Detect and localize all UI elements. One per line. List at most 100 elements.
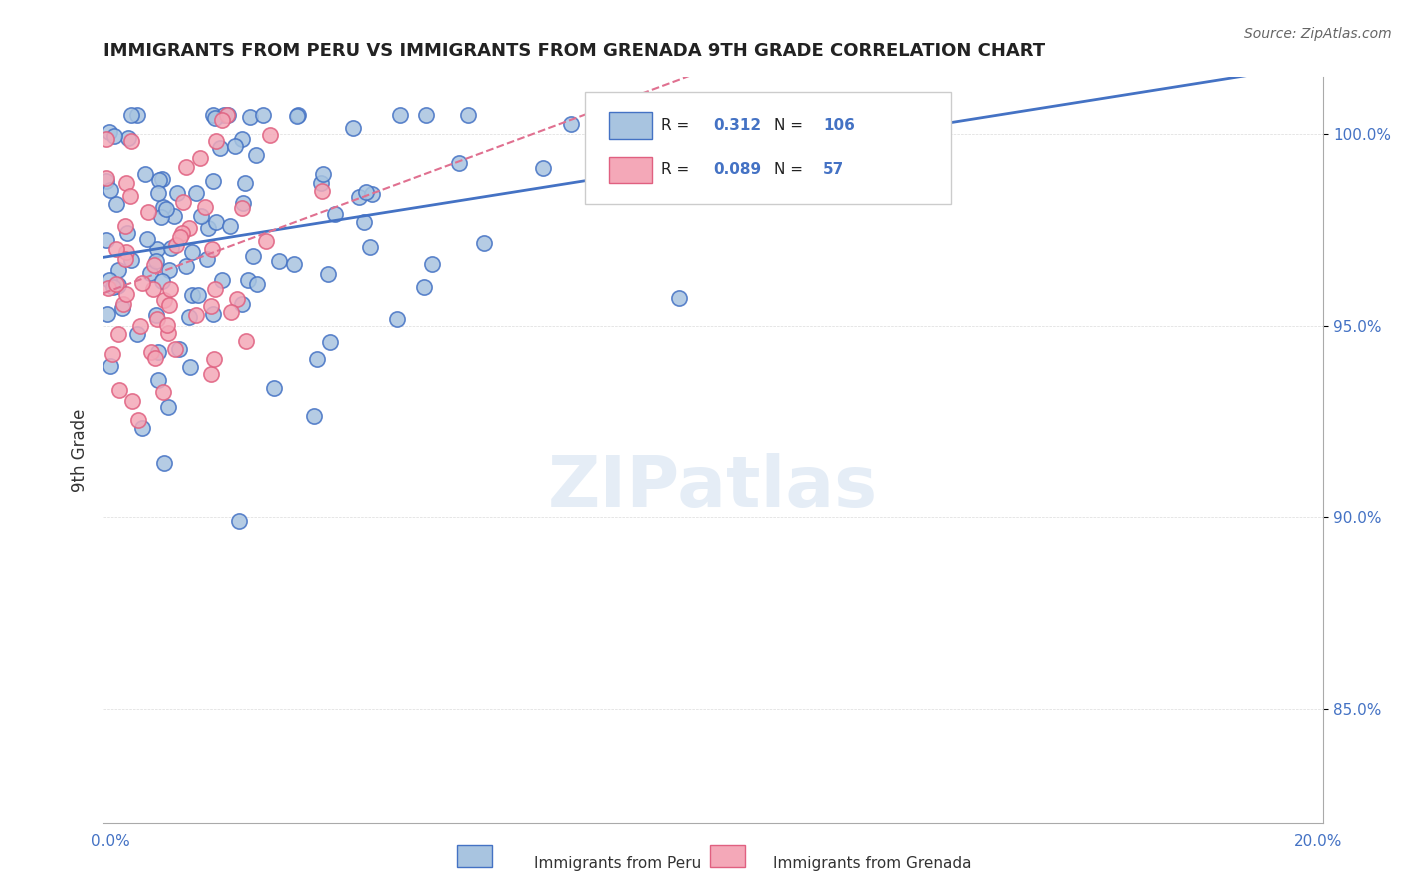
- Immigrants from Grenada: [311, 184, 333, 198]
- Immigrants from Grenada: [120, 188, 142, 202]
- Immigrants from Grenada: [114, 287, 136, 301]
- Immigrants from Peru: [388, 108, 411, 122]
- Immigrants from Peru: [153, 456, 176, 470]
- Immigrants from Peru: [668, 291, 690, 305]
- Immigrants from Peru: [472, 235, 495, 250]
- Immigrants from Peru: [354, 186, 377, 200]
- Immigrants from Peru: [145, 242, 167, 256]
- Immigrants from Grenada: [138, 204, 160, 219]
- Immigrants from Peru: [197, 220, 219, 235]
- Text: 20.0%: 20.0%: [1295, 834, 1343, 849]
- Immigrants from Grenada: [184, 308, 207, 322]
- FancyBboxPatch shape: [609, 112, 652, 138]
- FancyBboxPatch shape: [609, 157, 652, 184]
- Immigrants from Peru: [107, 262, 129, 277]
- Immigrants from Peru: [150, 274, 173, 288]
- Immigrants from Grenada: [201, 242, 224, 256]
- Immigrants from Peru: [152, 200, 174, 214]
- Immigrants from Grenada: [114, 219, 136, 233]
- Immigrants from Grenada: [115, 245, 138, 260]
- Text: Immigrants from Grenada: Immigrants from Grenada: [773, 856, 972, 871]
- Immigrants from Peru: [177, 310, 200, 324]
- Immigrants from Peru: [181, 288, 204, 302]
- Text: 0.312: 0.312: [713, 118, 761, 133]
- Immigrants from Peru: [146, 345, 169, 359]
- Immigrants from Peru: [157, 263, 180, 277]
- Text: R =: R =: [661, 162, 695, 178]
- Immigrants from Grenada: [169, 230, 191, 244]
- Immigrants from Peru: [150, 172, 173, 186]
- Immigrants from Peru: [217, 108, 239, 122]
- Immigrants from Peru: [232, 195, 254, 210]
- Immigrants from Peru: [762, 108, 785, 122]
- Immigrants from Peru: [224, 139, 246, 153]
- Immigrants from Grenada: [188, 152, 211, 166]
- Immigrants from Peru: [385, 312, 408, 326]
- Immigrants from Peru: [120, 108, 142, 122]
- Immigrants from Peru: [560, 117, 582, 131]
- Immigrants from Peru: [415, 108, 437, 122]
- Immigrants from Peru: [285, 109, 308, 123]
- Immigrants from Grenada: [121, 393, 143, 408]
- Immigrants from Grenada: [152, 293, 174, 308]
- Immigrants from Grenada: [157, 326, 180, 340]
- Immigrants from Peru: [212, 108, 235, 122]
- Immigrants from Grenada: [145, 351, 167, 366]
- Text: Source: ZipAtlas.com: Source: ZipAtlas.com: [1244, 27, 1392, 41]
- Immigrants from Peru: [242, 249, 264, 263]
- Immigrants from Peru: [312, 167, 335, 181]
- Immigrants from Grenada: [202, 351, 225, 366]
- Immigrants from Peru: [117, 131, 139, 145]
- Immigrants from Peru: [145, 254, 167, 268]
- Immigrants from Grenada: [120, 134, 142, 148]
- Immigrants from Peru: [107, 277, 129, 292]
- Immigrants from Peru: [231, 132, 253, 146]
- Text: ZIPatlas: ZIPatlas: [548, 453, 879, 522]
- Immigrants from Peru: [104, 196, 127, 211]
- Immigrants from Peru: [269, 253, 291, 268]
- Immigrants from Peru: [219, 219, 242, 233]
- Immigrants from Peru: [115, 226, 138, 240]
- Immigrants from Peru: [287, 108, 309, 122]
- Immigrants from Peru: [239, 110, 262, 124]
- Immigrants from Peru: [236, 273, 259, 287]
- Text: IMMIGRANTS FROM PERU VS IMMIGRANTS FROM GRENADA 9TH GRADE CORRELATION CHART: IMMIGRANTS FROM PERU VS IMMIGRANTS FROM …: [103, 42, 1045, 60]
- Immigrants from Grenada: [170, 226, 193, 240]
- Immigrants from Peru: [146, 373, 169, 387]
- Immigrants from Grenada: [204, 282, 226, 296]
- Immigrants from Grenada: [231, 202, 253, 216]
- Immigrants from Peru: [155, 202, 177, 216]
- Immigrants from Peru: [195, 252, 218, 266]
- Immigrants from Peru: [167, 343, 190, 357]
- Immigrants from Peru: [125, 327, 148, 342]
- Immigrants from Peru: [98, 125, 121, 139]
- Immigrants from Peru: [187, 287, 209, 301]
- Immigrants from Grenada: [104, 277, 127, 292]
- Immigrants from Peru: [447, 156, 470, 170]
- Immigrants from Grenada: [159, 282, 181, 296]
- Immigrants from Peru: [413, 280, 436, 294]
- Immigrants from Grenada: [215, 108, 238, 122]
- Immigrants from Peru: [319, 335, 342, 350]
- Immigrants from Peru: [420, 257, 443, 271]
- Immigrants from Peru: [138, 266, 160, 280]
- Immigrants from Peru: [166, 186, 188, 200]
- Text: 0.089: 0.089: [713, 162, 761, 178]
- Immigrants from Grenada: [129, 319, 152, 334]
- FancyBboxPatch shape: [585, 92, 950, 203]
- Immigrants from Peru: [361, 186, 384, 201]
- Immigrants from Peru: [204, 215, 226, 229]
- Immigrants from Grenada: [107, 327, 129, 342]
- Immigrants from Grenada: [226, 292, 249, 306]
- Immigrants from Peru: [96, 307, 118, 321]
- Immigrants from Peru: [96, 174, 118, 188]
- Immigrants from Grenada: [165, 237, 187, 252]
- Immigrants from Peru: [103, 280, 125, 294]
- Immigrants from Peru: [353, 214, 375, 228]
- Immigrants from Grenada: [142, 282, 165, 296]
- Immigrants from Peru: [228, 515, 250, 529]
- Immigrants from Peru: [211, 273, 233, 287]
- Immigrants from Peru: [125, 108, 148, 122]
- Immigrants from Peru: [131, 421, 153, 435]
- Immigrants from Peru: [457, 108, 479, 122]
